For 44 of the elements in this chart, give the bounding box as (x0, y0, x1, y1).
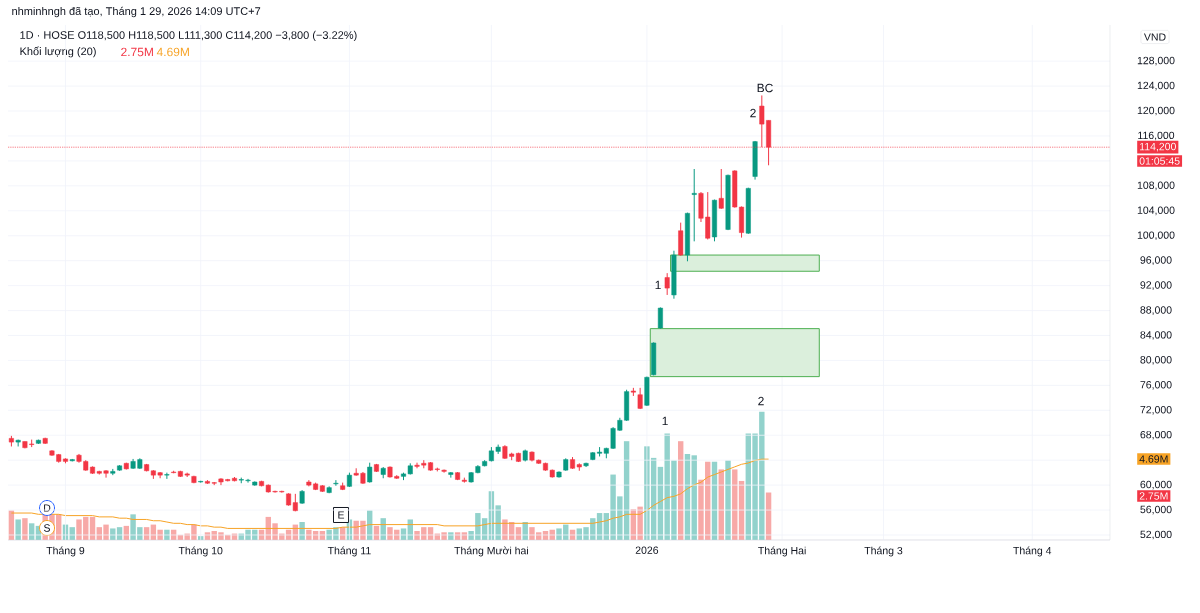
text: 1D · HOSE O118,500 H118,500 L111,300 C114,200 −3,800 (−3.22%) (20, 30, 357, 42)
ref-line-label: 114,200 (1139, 142, 1176, 152)
x-tick-label: Tháng 9 (46, 546, 85, 557)
annotation: D (44, 504, 51, 512)
y-tick-label: 108,000 (1137, 181, 1175, 191)
y-tick-label: 56,000 (1140, 505, 1172, 515)
y-tick-label: 88,000 (1140, 306, 1172, 315)
x-tick-label: Tháng 3 (864, 546, 903, 557)
text: 01:05:45 (1139, 157, 1180, 165)
y-tick-label: 96,000 (1140, 256, 1172, 266)
annotation: S (43, 524, 51, 532)
y-tick-label: 128,000 (1137, 56, 1175, 66)
x-tick-label: Tháng Hai (758, 546, 806, 557)
y-axis-title: VND (1143, 33, 1166, 41)
chart-subtitle: nhminhngh đã tạo, Tháng 1 29, 2026 14:09 UTC+7 (12, 6, 261, 18)
y-tick-label: 72,000 (1140, 405, 1172, 415)
annotation: BC (757, 83, 773, 93)
x-tick-label: Tháng 4 (1013, 546, 1052, 557)
x-tick-label: Tháng 10 (178, 546, 223, 557)
y-tick-label: 116,000 (1138, 131, 1175, 141)
y-tick-label: 68,000 (1140, 430, 1172, 440)
y-tick-label: 60,000 (1140, 480, 1172, 490)
annotation: 4.69M (156, 47, 189, 57)
x-tick-label: 2026 (635, 546, 659, 554)
text: 2.75M (1139, 492, 1168, 500)
y-tick-label: 100,000 (1137, 231, 1175, 241)
x-tick-label: Tháng 11 (327, 546, 371, 557)
y-tick-label: 84,000 (1140, 331, 1172, 340)
annotation: 2.75M (121, 47, 153, 57)
y-tick-label: 92,000 (1140, 281, 1172, 290)
text: 4.69M (1139, 455, 1168, 463)
annotation: 2 (750, 108, 756, 118)
annotation: 1 (662, 416, 668, 426)
y-tick-label: 120,000 (1137, 106, 1175, 116)
chart-title: Khối lượng (20) (20, 46, 96, 58)
annotation: 2 (758, 396, 764, 406)
y-tick-label: 124,000 (1137, 81, 1175, 91)
y-tick-label: 76,000 (1140, 381, 1172, 390)
x-tick-label: Tháng Mười hai (454, 546, 528, 557)
annotation: E (338, 511, 345, 519)
y-tick-label: 52,000 (1140, 530, 1172, 540)
y-tick-label: 104,000 (1137, 206, 1175, 216)
annotation: 1 (655, 280, 661, 290)
y-tick-label: 80,000 (1140, 356, 1172, 365)
